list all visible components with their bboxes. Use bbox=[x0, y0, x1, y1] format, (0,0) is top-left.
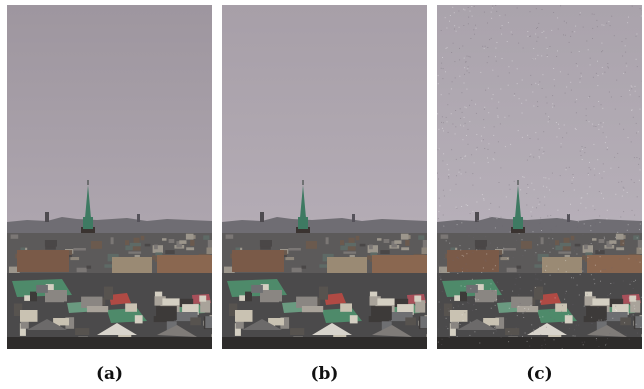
city-skyline-photo bbox=[7, 5, 212, 349]
cityscape bbox=[7, 180, 212, 349]
city-skyline-photo bbox=[437, 5, 642, 349]
caption-a: (a) bbox=[95, 364, 124, 384]
city-skyline-photo bbox=[222, 5, 427, 349]
cityscape bbox=[222, 180, 427, 349]
caption-b: (b) bbox=[310, 364, 339, 384]
photo-panel-c bbox=[437, 5, 642, 349]
cityscape bbox=[437, 180, 642, 349]
noise-overlay bbox=[437, 5, 642, 349]
photo-panel-a bbox=[7, 5, 212, 349]
caption-c: (c) bbox=[526, 364, 553, 384]
photo-panel-b bbox=[222, 5, 427, 349]
